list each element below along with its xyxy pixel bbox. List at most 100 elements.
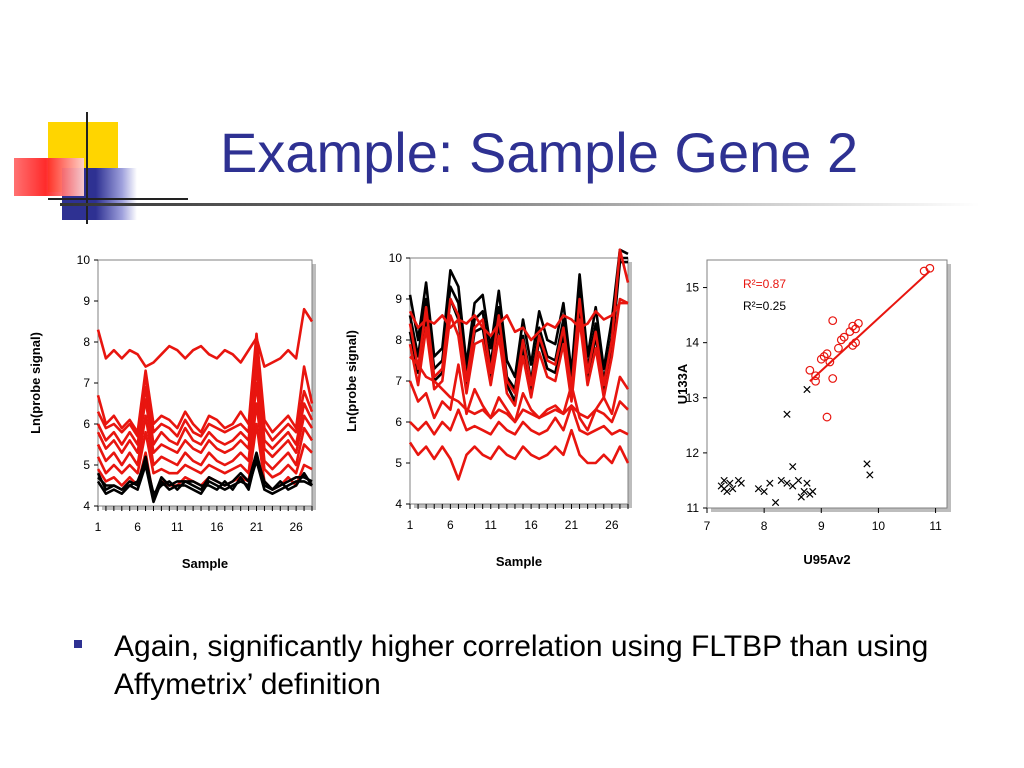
chart-0-xtick-label: 26 — [289, 520, 303, 534]
chart-1-ytick-label: 5 — [395, 456, 402, 470]
chart-2-xtick-label: 7 — [704, 519, 711, 533]
chart-2-series-0-point — [822, 412, 832, 422]
chart-0-xtick-label: 21 — [250, 520, 264, 534]
decor-horizontal-line — [48, 198, 188, 200]
chart-2-series-0-point — [811, 371, 820, 381]
chart-1-xtick-label: 1 — [407, 518, 414, 532]
chart-2-series-0-point — [854, 318, 863, 328]
chart-2-series-0-point — [828, 316, 838, 326]
chart-2-series-0-point — [848, 321, 858, 331]
chart-0-ytick-label: 9 — [83, 294, 90, 308]
chart-1-ytick-label: 10 — [389, 251, 403, 265]
chart-2-series-0-trendline — [809, 270, 931, 382]
chart-2-series-1-point — [754, 485, 763, 493]
bullet-text: Again, significantly higher correlation … — [114, 630, 929, 701]
chart-1-series-0-line — [408, 248, 629, 379]
chart-2-ytick-label: 12 — [686, 446, 700, 460]
decor-vertical-line — [86, 112, 88, 224]
chart-0-y-axis-label: Ln(probe signal) — [28, 332, 43, 434]
chart-1-series-5-line — [408, 297, 629, 407]
chart-2-r2-annotation: R²=0.87 — [743, 277, 786, 291]
chart-0-xtick-label: 6 — [134, 520, 141, 534]
chart-1-series-6-line — [409, 355, 629, 424]
chart-0-series-0-line — [96, 307, 314, 368]
chart-2-series-1-point — [789, 463, 797, 471]
chart-2-series-0-point — [839, 332, 849, 342]
chart-2-series-1-point — [729, 485, 737, 493]
chart-1-series-4-line — [408, 248, 630, 395]
chart-2-series-1-point — [720, 485, 728, 493]
chart-2-series-0-point — [816, 354, 826, 364]
decor-red-square — [14, 158, 84, 196]
chart-0-series-9-line — [96, 459, 313, 504]
chart-2-series-1-point — [777, 476, 785, 485]
chart-1-ytick-label: 8 — [395, 333, 402, 347]
chart-1-xtick-label: 26 — [605, 518, 619, 532]
chart-0-ytick-label: 5 — [83, 458, 90, 472]
chart-0-x-axis-label: Sample — [182, 556, 228, 571]
chart-2-series-0-point — [822, 349, 832, 359]
chart-2-series-0-point — [828, 374, 838, 383]
chart-2-series-1-point — [800, 487, 808, 496]
chart-0-series-2-line — [96, 340, 314, 442]
chart-2-series-0-point — [811, 376, 820, 386]
chart-1-ytick-label: 4 — [395, 497, 402, 511]
chart-2-series-1-point — [863, 460, 871, 468]
chart-2-series-1-point — [720, 476, 728, 485]
chart-1-series-8-line — [409, 404, 629, 436]
chart-1-series-7-line — [408, 363, 630, 432]
chart-2-series-0-point — [845, 327, 855, 337]
chart-2-series-1-point — [803, 385, 811, 394]
chart-2-series-1-point — [809, 487, 817, 496]
chart-2-series-0-point — [919, 266, 929, 276]
chart-1-series-3-line — [408, 301, 628, 342]
chart-2-series-1-point — [726, 479, 734, 487]
chart-0-ytick-label: 8 — [83, 335, 90, 349]
chart-2-series-0-point — [825, 357, 835, 367]
chart-2-xtick-label: 10 — [872, 519, 886, 533]
chart-2-ytick-label: 15 — [686, 281, 700, 295]
chart-2-plot-area — [706, 259, 948, 509]
bullet-marker — [74, 640, 82, 648]
chart-0-ytick-label: 7 — [83, 376, 90, 390]
chart-2-series-0-point — [819, 352, 829, 361]
chart-2-series-1-point — [803, 479, 811, 487]
chart-1-xtick-label: 16 — [524, 518, 538, 532]
chart-0-series-3-line — [96, 353, 314, 450]
chart-0-ytick-label: 4 — [83, 499, 90, 513]
chart-0-series-5-line — [96, 381, 314, 471]
chart-2-xtick-label: 11 — [929, 519, 942, 533]
chart-1-xtick-label: 6 — [447, 518, 454, 532]
chart-2-series-1-point — [794, 476, 803, 485]
chart-2-x-axis-label: U95Av2 — [803, 552, 850, 567]
chart-2-xtick-label: 8 — [761, 519, 768, 533]
chart-2-series-1-point — [797, 493, 805, 501]
chart-2-series-0-point — [836, 335, 846, 345]
chart-2-r2-annotation: R²=0.25 — [743, 299, 786, 313]
chart-0-xtick-label: 16 — [210, 520, 224, 534]
chart-2-y-axis-label: U133A — [675, 363, 690, 404]
chart-0-xtick-label: 11 — [171, 520, 184, 534]
chart-0-series-1-line — [96, 332, 314, 434]
chart-0-series-6-line — [96, 402, 313, 479]
chart-2-ytick-label: 11 — [687, 501, 700, 515]
chart-2-xtick-label: 9 — [818, 519, 825, 533]
chart-1-ytick-label: 7 — [395, 374, 402, 388]
chart-1-ytick-label: 9 — [395, 292, 402, 306]
chart-0-series-4-line — [96, 365, 314, 459]
chart-0-ytick-label: 6 — [83, 417, 90, 431]
chart-1-series-9-line — [408, 428, 630, 481]
chart-2-series-1-point — [866, 471, 874, 479]
chart-scatter-right: 11 12 13 14 15 7 8 9 10 11 R²=0.87 R²=0.25 U95Av2 U13… — [675, 259, 951, 567]
chart-2-ytick-label: 13 — [686, 391, 700, 405]
chart-2-series-1-point — [789, 482, 797, 490]
chart-2-series-1-point — [783, 410, 791, 418]
chart-2-series-0-point — [805, 365, 815, 375]
chart-1-xtick-label: 11 — [485, 518, 498, 532]
slide-title: Example: Sample Gene 2 — [220, 121, 859, 184]
chart-0-ytick-label: 10 — [77, 253, 91, 267]
chart-2-series-0-point — [851, 324, 860, 334]
chart-0-xtick-label: 1 — [95, 520, 102, 534]
